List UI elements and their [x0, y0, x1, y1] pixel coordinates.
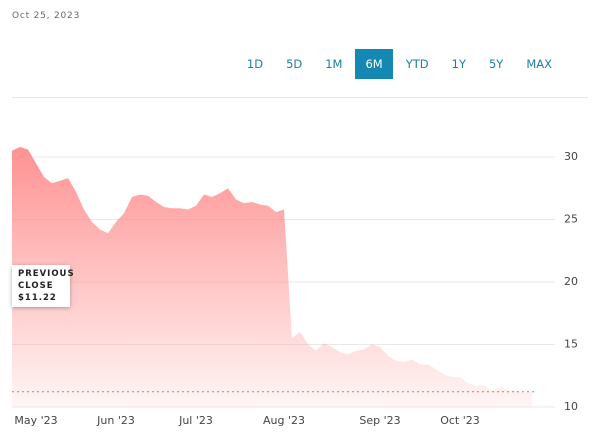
- range-button[interactable]: 6M: [355, 49, 393, 79]
- tooltip-value: $11.22: [18, 293, 57, 303]
- x-tick-label: Oct '23: [440, 414, 480, 427]
- price-area: [12, 147, 532, 407]
- y-tick-label: 25: [564, 213, 578, 226]
- date: Oct 25, 2023: [12, 11, 81, 21]
- x-tick-label: Jul '23: [178, 414, 213, 427]
- tooltip-label: PREVIOUS CLOSE: [18, 269, 75, 291]
- range-button[interactable]: 5D: [286, 57, 303, 71]
- range-button[interactable]: YTD: [405, 57, 429, 71]
- divider: [12, 97, 588, 98]
- range-button[interactable]: MAX: [526, 57, 552, 71]
- y-tick-label: 15: [564, 338, 578, 351]
- range-button[interactable]: 5Y: [488, 57, 504, 71]
- x-tick-label: May '23: [14, 414, 57, 427]
- x-tick-label: Jun '23: [96, 414, 135, 427]
- y-tick-label: 10: [564, 400, 578, 413]
- range-button[interactable]: 1Y: [451, 57, 466, 71]
- y-tick-label: 20: [564, 275, 578, 288]
- range-selector: 1D 5D 1M 6M YTD 1Y 5Y MAX: [234, 49, 562, 79]
- previous-close-tooltip: PREVIOUS CLOSE $11.22: [12, 265, 75, 307]
- x-tick-label: Aug '23: [263, 414, 305, 427]
- range-button[interactable]: 1D: [246, 57, 264, 71]
- x-tick-label: Sep '23: [359, 414, 400, 427]
- y-tick-label: 30: [564, 150, 578, 163]
- range-button[interactable]: 1M: [325, 57, 343, 71]
